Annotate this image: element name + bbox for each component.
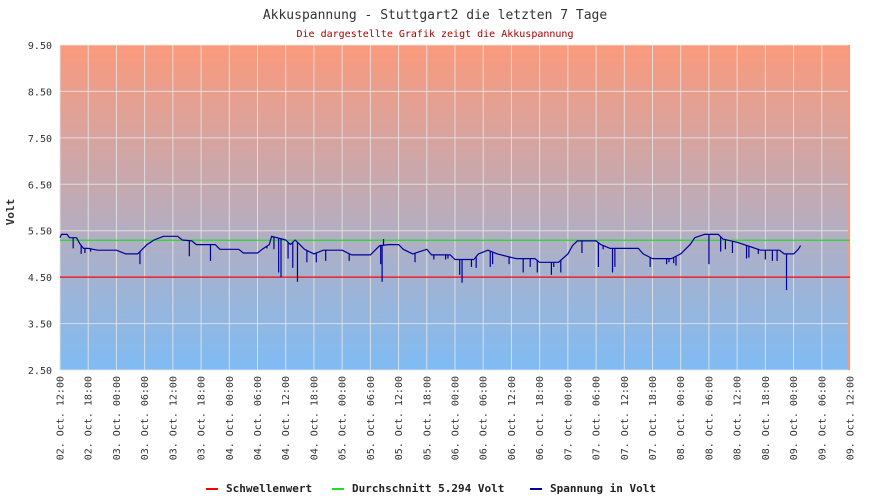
x-axis-ticks: 02. Oct. 12:00 02. Oct. 18:00 03. Oct. 00:… <box>56 376 857 460</box>
y-tick-label: 5.50 <box>28 227 52 238</box>
y-axis-ticks: 9.50 8.50 7.50 6.50 5.50 4.50 3.50 2.50 <box>28 41 52 377</box>
x-tick-label: 08. Oct. 06:00 <box>704 376 715 460</box>
x-tick-label: 09. Oct. 00:00 <box>789 376 800 460</box>
x-tick-label: 07. Oct. 18:00 <box>648 376 659 460</box>
y-tick-label: 4.50 <box>28 273 52 284</box>
x-tick-label: 05. Oct. 18:00 <box>422 376 433 460</box>
x-tick-label: 06. Oct. 00:00 <box>451 376 462 460</box>
y-axis-label: Volt <box>4 199 17 226</box>
x-tick-label: 08. Oct. 18:00 <box>761 376 772 460</box>
y-tick-label: 9.50 <box>28 41 52 52</box>
x-tick-label: 04. Oct. 12:00 <box>281 376 292 460</box>
legend-label-threshold: Schwellenwert <box>226 482 312 495</box>
y-tick-label: 7.50 <box>28 134 52 145</box>
legend: Schwellenwert Durchschnitt 5.294 Volt Sp… <box>206 482 656 495</box>
series-line <box>59 233 802 263</box>
x-tick-label: 08. Oct. 00:00 <box>676 376 687 460</box>
x-tick-label: 04. Oct. 00:00 <box>225 376 236 460</box>
x-tick-label: 06. Oct. 18:00 <box>535 376 546 460</box>
x-tick-label: 09. Oct. 06:00 <box>817 376 828 460</box>
x-tick-label: 05. Oct. 00:00 <box>338 376 349 460</box>
series-group <box>59 233 802 291</box>
y-tick-label: 2.50 <box>28 366 52 377</box>
x-tick-label: 06. Oct. 12:00 <box>507 376 518 460</box>
x-tick-label: 03. Oct. 00:00 <box>112 376 123 460</box>
x-tick-label: 08. Oct. 12:00 <box>733 376 744 460</box>
chart-subtitle: Die dargestellte Grafik zeigt die Akkusp… <box>297 29 574 40</box>
x-tick-label: 07. Oct. 12:00 <box>620 376 631 460</box>
x-tick-label: 04. Oct. 06:00 <box>253 376 264 460</box>
chart-title: Akkuspannung - Stuttgart2 die letzten 7 … <box>263 8 608 23</box>
x-tick-label: 07. Oct. 00:00 <box>563 376 574 460</box>
x-tick-label: 06. Oct. 06:00 <box>479 376 490 460</box>
legend-item-voltage: Spannung in Volt <box>530 482 656 495</box>
legend-item-average: Durchschnitt 5.294 Volt <box>332 482 504 495</box>
x-tick-label: 05. Oct. 06:00 <box>366 376 377 460</box>
x-tick-label: 09. Oct. 12:00 <box>846 376 857 460</box>
x-tick-label: 03. Oct. 12:00 <box>168 376 179 460</box>
y-tick-label: 8.50 <box>28 87 52 98</box>
x-tick-label: 05. Oct. 12:00 <box>394 376 405 460</box>
x-tick-label: 02. Oct. 18:00 <box>84 376 95 460</box>
y-tick-label: 3.50 <box>28 320 52 331</box>
legend-label-average: Durchschnitt 5.294 Volt <box>352 482 504 495</box>
legend-label-voltage: Spannung in Volt <box>550 482 656 495</box>
x-tick-label: 02. Oct. 12:00 <box>56 376 67 460</box>
threshold-lines <box>60 239 850 278</box>
x-tick-label: 03. Oct. 18:00 <box>197 376 208 460</box>
legend-item-threshold: Schwellenwert <box>206 482 312 495</box>
grid-lines <box>59 44 851 371</box>
x-tick-label: 03. Oct. 06:00 <box>140 376 151 460</box>
y-tick-label: 6.50 <box>28 180 52 191</box>
x-tick-label: 04. Oct. 18:00 <box>309 376 320 460</box>
x-tick-label: 07. Oct. 06:00 <box>592 376 603 460</box>
